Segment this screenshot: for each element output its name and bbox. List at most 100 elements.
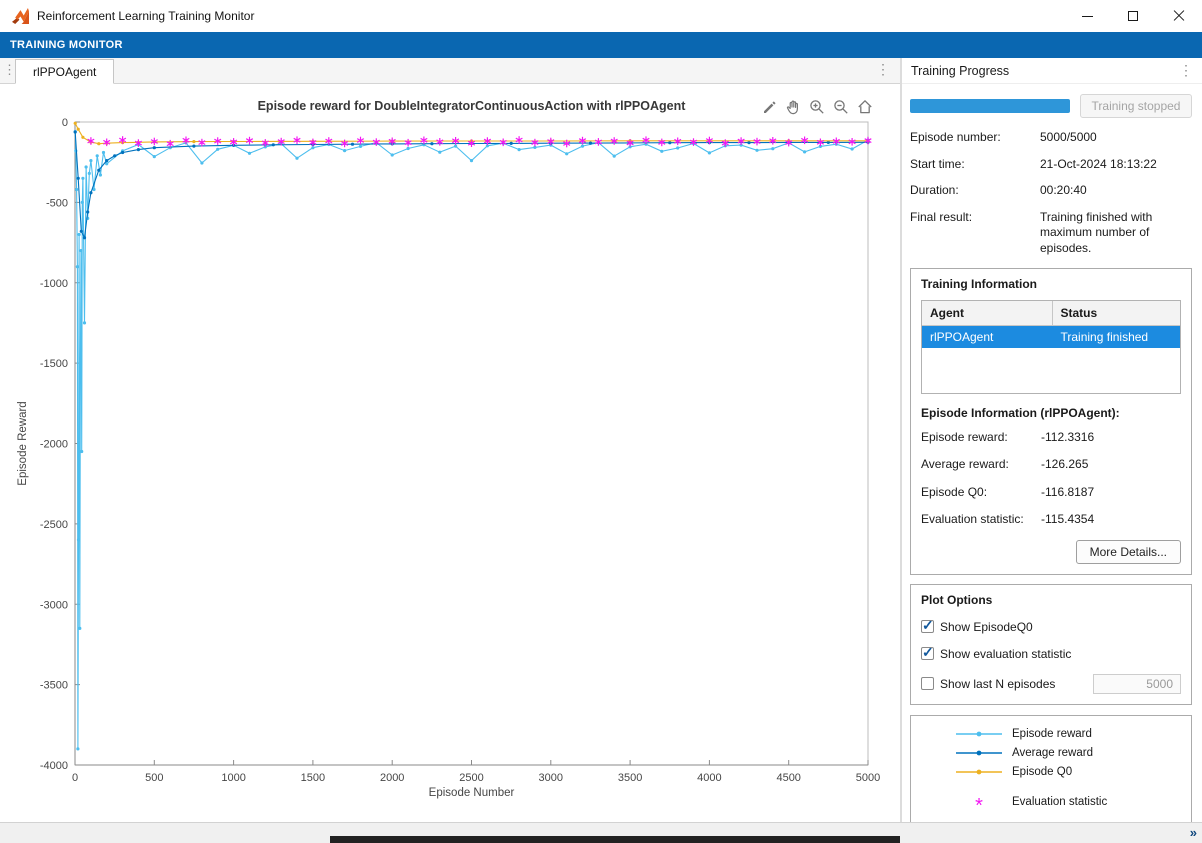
window-title: Reinforcement Learning Training Monitor [37,9,254,23]
stat-label: Episode reward: [921,430,1041,446]
maximize-icon [1128,11,1138,21]
svg-text:Episode Number: Episode Number [429,787,515,799]
field-label: Start time: [910,157,1040,173]
svg-text:-4000: -4000 [40,760,68,772]
agent-cell: rlPPOAgent [922,325,1052,348]
evaluation-statistic-asterisk-icon: * [975,793,983,811]
matlab-logo-icon [12,8,29,25]
table-row[interactable]: rlPPOAgent Training finished [922,325,1180,348]
stat-average-reward: Average reward: -126.265 [921,457,1181,473]
svg-text:4000: 4000 [697,772,721,784]
legend-box: Episode reward Average reward Episode Q0 [910,715,1192,829]
training-progress-panel: Training Progress Training stopped Episo… [902,58,1202,822]
agent-table: Agent Status rlPPOAgent Training finishe… [921,300,1181,394]
plot-options-title: Plot Options [921,593,1181,607]
figure-region: rlPPOAgent Episode reward for DoubleInte… [0,58,900,822]
show-evaluation-statistic-checkbox[interactable] [921,647,934,660]
stat-value: -116.8187 [1041,485,1181,501]
legend-item-average-reward: Average reward [948,744,1154,763]
field-episode-number: Episode number: 5000/5000 [910,130,1192,146]
titlebar: Reinforcement Learning Training Monitor [0,0,1202,32]
status-cell: Training finished [1052,325,1180,348]
figure-kebab-icon[interactable] [876,61,890,78]
checkbox-label: Show evaluation statistic [940,647,1071,661]
statusbar [0,822,1202,843]
svg-text:-2000: -2000 [40,439,68,451]
more-details-button[interactable]: More Details... [1076,540,1181,564]
close-button[interactable] [1156,0,1202,32]
svg-text:0: 0 [72,772,78,784]
svg-text:-3500: -3500 [40,680,68,692]
training-information-box: Training Information Agent Status rlPPOA… [910,268,1192,575]
svg-text:-500: -500 [46,197,68,209]
legend-label: Average reward [1012,747,1093,759]
doc-tab-label: rlPPOAgent [33,65,96,79]
show-last-n-episodes-row: Show last N episodes [921,674,1181,694]
zoom-out-icon[interactable] [832,98,850,116]
legend-item-episode-reward: Episode reward [948,725,1154,744]
svg-text:4500: 4500 [776,772,800,784]
close-icon [1173,10,1185,22]
training-information-title: Training Information [921,277,1181,291]
stat-episode-q0: Episode Q0: -116.8187 [921,485,1181,501]
stat-evaluation-statistic: Evaluation statistic: -115.4354 [921,512,1181,528]
taskbar-sliver [330,836,900,843]
stat-label: Evaluation statistic: [921,512,1041,528]
field-label: Final result: [910,210,1040,257]
stat-value: -112.3316 [1041,430,1181,446]
field-final-result: Final result: Training finished with max… [910,210,1192,257]
episode-q0-line-icon [955,767,1003,777]
panel-title: Training Progress [911,64,1009,78]
svg-text:Episode reward for DoubleInteg: Episode reward for DoubleIntegratorConti… [258,99,687,113]
episode-reward-line-icon [955,729,1003,739]
expand-statusbar-icon[interactable] [1190,825,1197,840]
svg-text:2500: 2500 [459,772,483,784]
window-controls [1064,0,1202,32]
field-start-time: Start time: 21-Oct-2024 18:13:22 [910,157,1192,173]
show-last-n-episodes-checkbox[interactable] [921,677,934,690]
field-value: 5000/5000 [1040,130,1190,146]
training-stopped-button[interactable]: Training stopped [1080,94,1192,118]
training-progress-fill [910,99,1070,113]
minimize-icon [1082,16,1093,17]
zoom-in-icon[interactable] [808,98,826,116]
plot-options-box: Plot Options Show EpisodeQ0 Show evaluat… [910,584,1192,705]
tab-training-monitor[interactable]: TRAINING MONITOR [0,39,123,51]
training-chart[interactable]: Episode reward for DoubleIntegratorConti… [0,84,900,822]
legend-label: Episode reward [1012,728,1092,740]
legend-item-evaluation-statistic: * Evaluation statistic [948,791,1154,813]
svg-text:2000: 2000 [380,772,404,784]
document-tabbar: rlPPOAgent [0,58,900,84]
average-reward-line-icon [955,748,1003,758]
stat-label: Episode Q0: [921,485,1041,501]
edit-plot-icon[interactable] [760,98,778,116]
stat-value: -115.4354 [1041,512,1181,528]
svg-text:Episode Reward: Episode Reward [17,401,29,485]
svg-text:-1500: -1500 [40,358,68,370]
svg-text:-3000: -3000 [40,599,68,611]
show-episodeq0-checkbox[interactable] [921,620,934,633]
field-duration: Duration: 00:20:40 [910,183,1192,199]
pan-icon[interactable] [784,98,802,116]
tab-rlppoagent[interactable]: rlPPOAgent [15,59,114,84]
field-label: Duration: [910,183,1040,199]
episode-information-title: Episode Information (rlPPOAgent): [921,406,1181,420]
axes-toolbar [760,98,874,116]
stat-episode-reward: Episode reward: -112.3316 [921,430,1181,446]
maximize-button[interactable] [1110,0,1156,32]
svg-text:-1000: -1000 [40,278,68,290]
svg-text:3500: 3500 [618,772,642,784]
stat-label: Average reward: [921,457,1041,473]
panel-kebab-icon[interactable] [1179,62,1193,79]
checkbox-label: Show last N episodes [940,677,1055,691]
last-n-episodes-input[interactable] [1093,674,1181,694]
svg-text:1000: 1000 [221,772,245,784]
field-label: Episode number: [910,130,1040,146]
svg-text:-2500: -2500 [40,519,68,531]
minimize-button[interactable] [1064,0,1110,32]
home-icon[interactable] [856,98,874,116]
progress-row: Training stopped [910,94,1192,118]
status-column-header: Status [1052,301,1180,326]
tab-grip-icon[interactable] [3,62,16,78]
field-value: 21-Oct-2024 18:13:22 [1040,157,1190,173]
